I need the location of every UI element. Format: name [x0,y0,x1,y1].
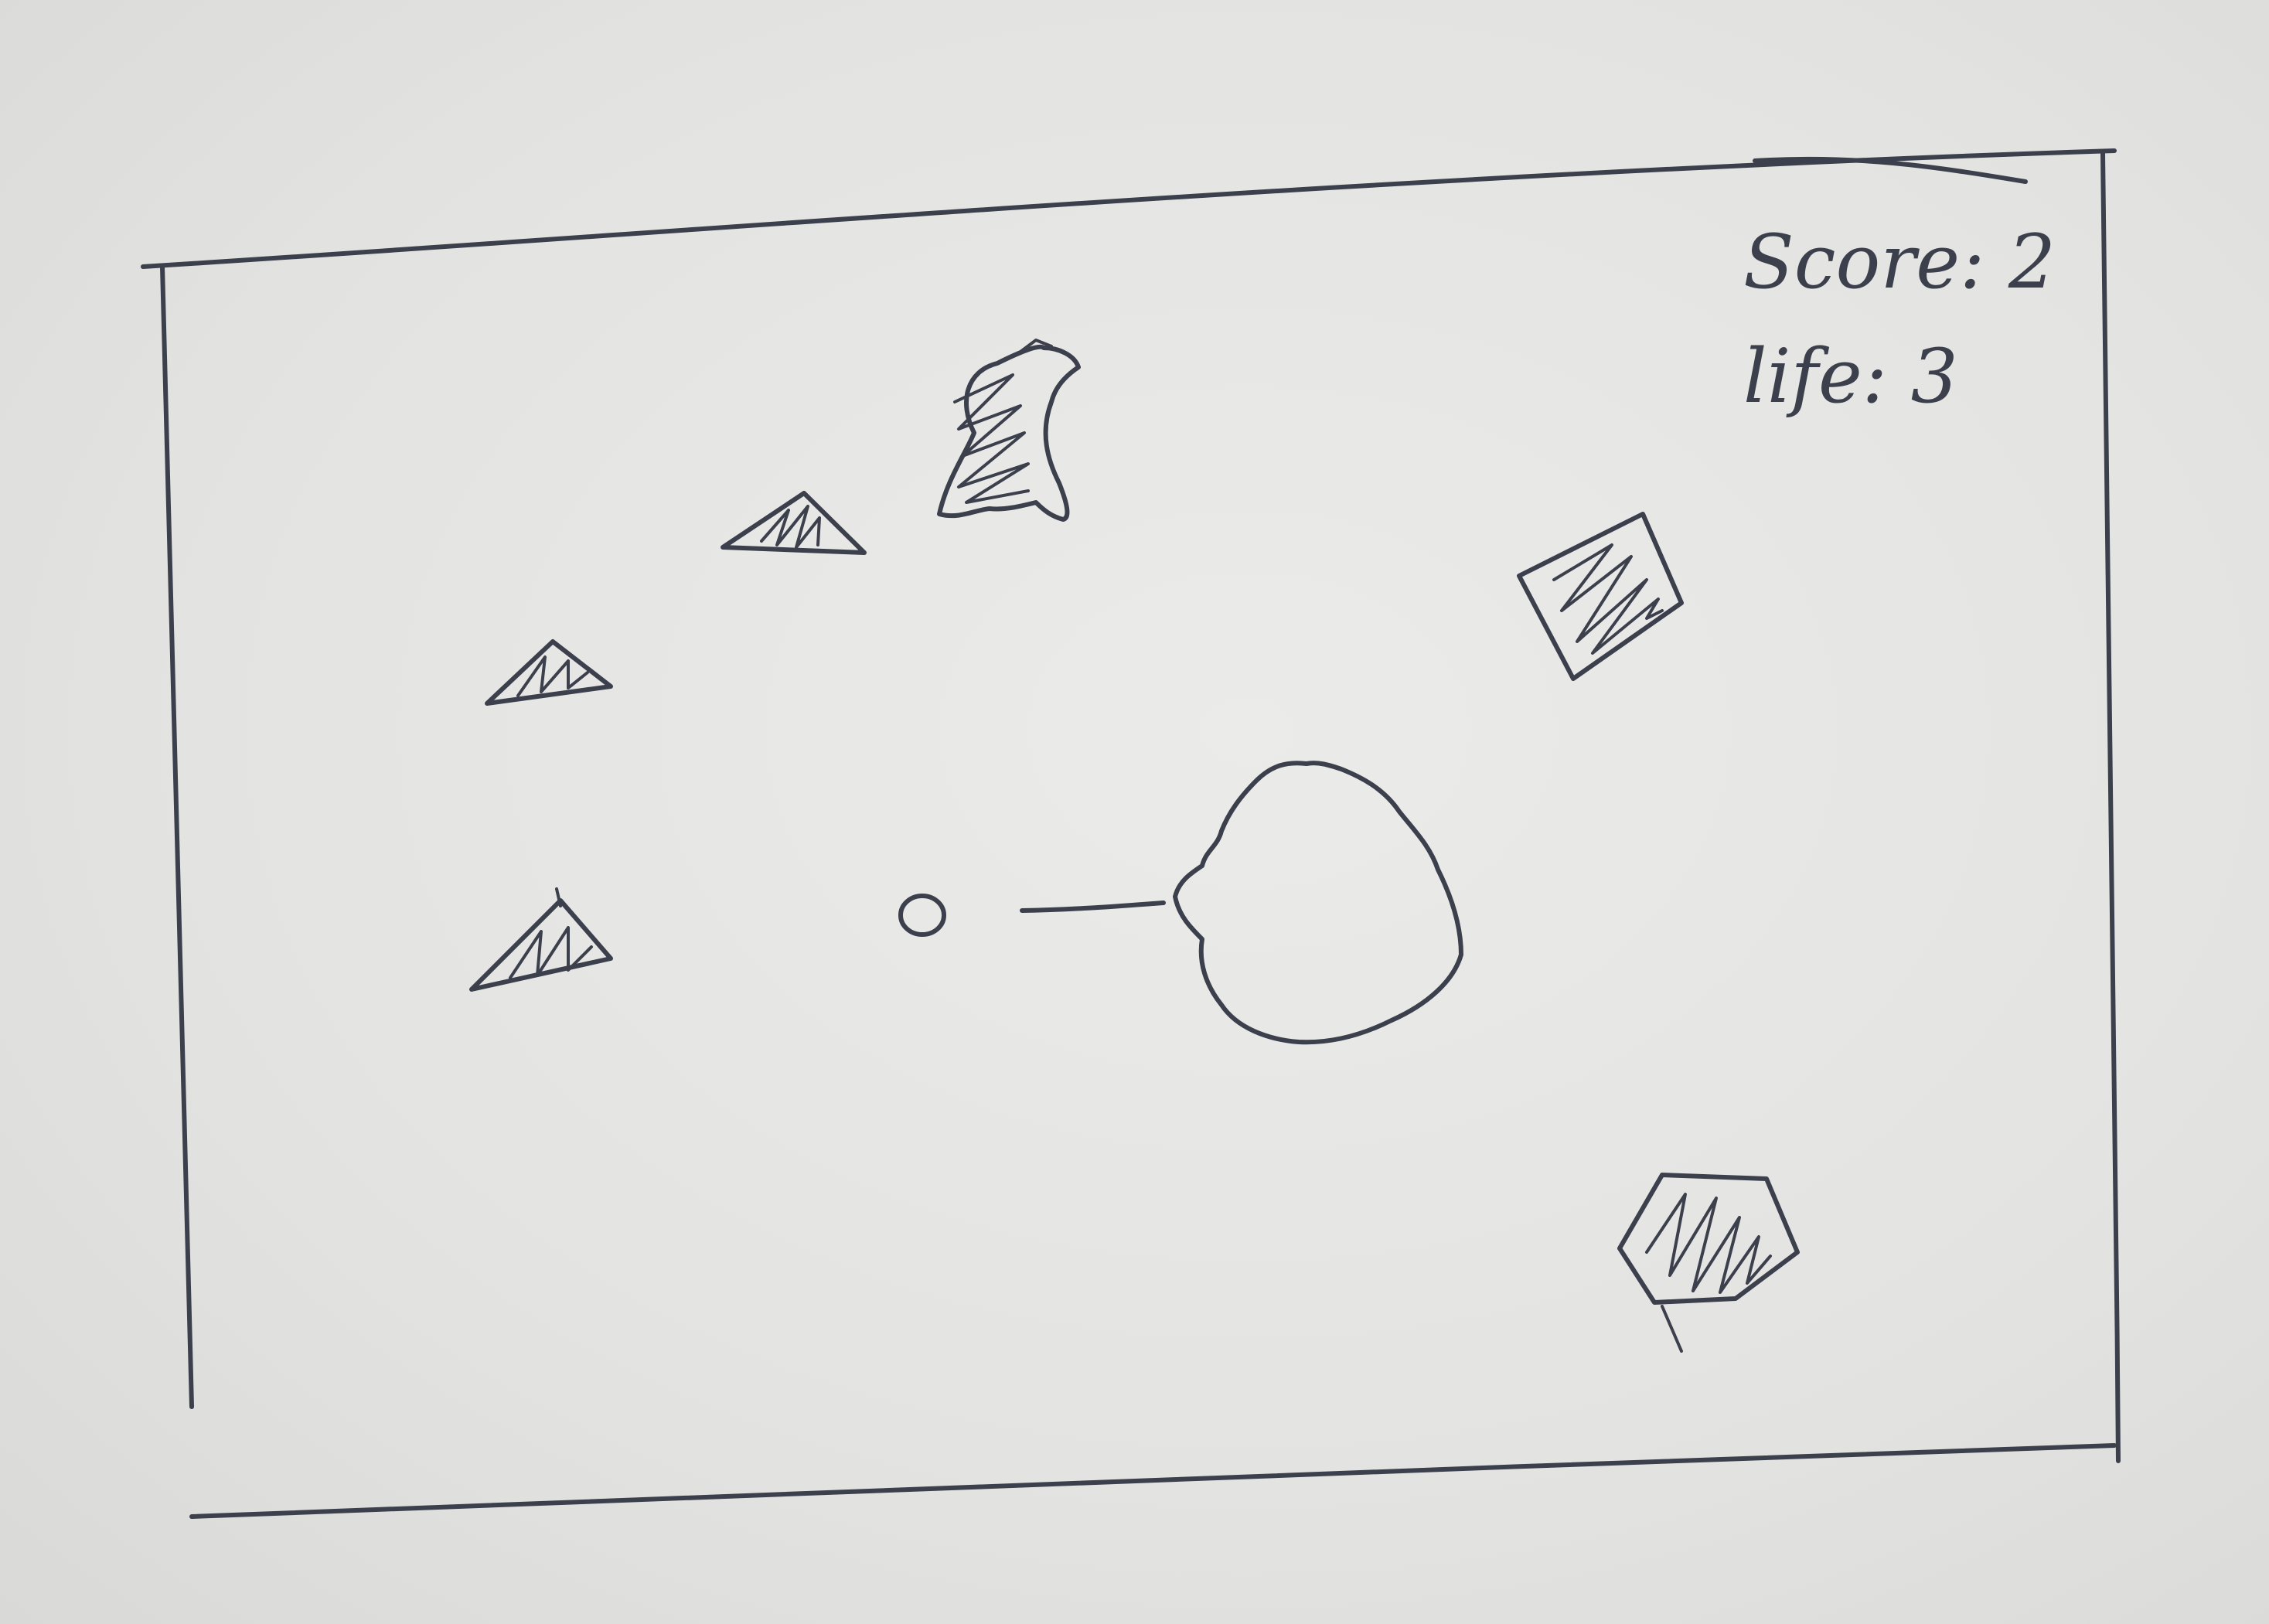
enemy-ship-blob [937,339,1081,522]
enemy-ship-square [1517,512,1684,681]
enemy-ship-triangle [721,491,867,555]
hud-panel: Score: 2 life: 3 [1743,205,2114,434]
player-bullet [898,894,946,937]
player-ship[interactable] [1173,761,1463,1045]
score-display: Score: 2 [1743,205,2114,319]
score-value: 2 [2008,219,2056,305]
enemy-ship-pentagon [1617,1173,1800,1353]
enemy-ship-triangle [485,639,613,706]
score-label: Score: [1743,219,1985,305]
life-label: life: [1743,333,1888,420]
enemy-ship-triangle [469,887,613,992]
life-display: life: 3 [1743,319,2114,434]
life-value: 3 [1910,333,1958,420]
play-field-border [141,148,2121,1519]
player-laser-beam [1020,901,1166,913]
